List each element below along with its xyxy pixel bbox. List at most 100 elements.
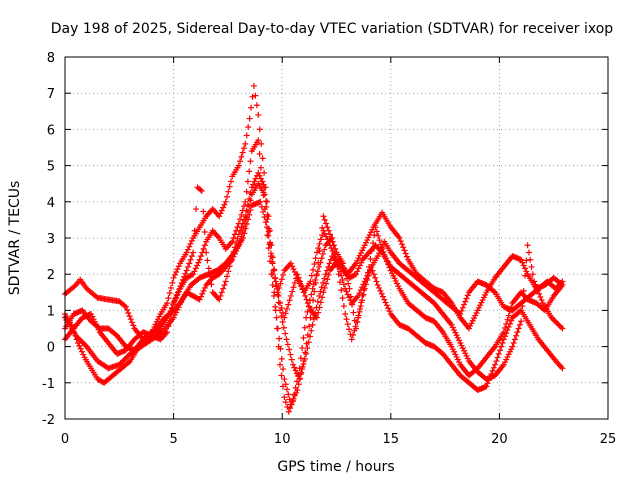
data-point — [256, 172, 263, 179]
data-point — [292, 384, 299, 391]
data-point — [339, 276, 346, 283]
tick-labels-layer: 0 5 10 15 20 25 -2 -1 0 1 2 3 4 5 6 7 8 — [42, 51, 616, 447]
data-point — [216, 296, 223, 303]
data-point — [286, 346, 293, 353]
data-point — [299, 345, 306, 352]
data-point — [263, 224, 270, 231]
data-point — [364, 272, 371, 279]
data-point — [335, 263, 342, 270]
data-point — [401, 247, 408, 254]
data-point — [282, 399, 289, 406]
data-point — [186, 260, 193, 267]
data-point — [248, 184, 255, 191]
data-point — [529, 271, 536, 278]
data-point — [297, 280, 304, 287]
data-point — [553, 320, 560, 327]
data-point — [121, 356, 128, 363]
data-point — [324, 276, 331, 283]
data-point — [361, 278, 368, 285]
data-point — [173, 269, 180, 276]
data-point — [318, 284, 325, 291]
data-point — [277, 361, 284, 368]
data-point — [373, 278, 380, 285]
data-point — [265, 232, 272, 239]
data-point — [296, 376, 303, 383]
data-point — [264, 232, 271, 239]
data-point — [378, 244, 385, 251]
data-point — [156, 326, 163, 333]
data-point — [376, 250, 383, 257]
data-point — [357, 287, 364, 294]
data-point — [326, 242, 333, 249]
data-point — [243, 132, 250, 139]
series-trace-4 — [62, 169, 566, 383]
data-point — [536, 290, 543, 297]
data-point — [525, 249, 532, 256]
data-point — [317, 288, 324, 295]
data-point — [316, 292, 323, 299]
data-point — [307, 278, 314, 285]
data-point — [373, 228, 380, 235]
data-point — [261, 184, 268, 191]
data-point — [261, 191, 268, 198]
data-point — [304, 345, 311, 352]
data-point — [117, 360, 124, 367]
data-point — [297, 371, 304, 378]
data-point — [129, 319, 136, 326]
data-point — [278, 313, 285, 320]
data-point — [355, 292, 362, 299]
data-point — [127, 316, 134, 323]
data-point — [555, 321, 562, 328]
data-point — [194, 262, 201, 269]
data-point — [506, 320, 513, 327]
data-point — [122, 303, 129, 310]
data-point — [462, 298, 469, 305]
data-point — [359, 297, 366, 304]
data-point — [556, 322, 563, 329]
data-point — [79, 339, 86, 346]
data-point — [400, 244, 407, 251]
data-point — [164, 300, 171, 307]
data-point — [320, 250, 327, 257]
data-point — [126, 313, 133, 320]
data-point — [356, 308, 363, 315]
data-point — [360, 281, 367, 288]
data-point — [191, 268, 198, 275]
data-point — [222, 278, 229, 285]
x-axis-title: GPS time / hours — [277, 459, 394, 475]
data-point — [242, 198, 249, 205]
data-point — [347, 331, 354, 338]
data-point — [277, 307, 284, 314]
data-point — [276, 335, 283, 342]
data-point — [244, 201, 251, 208]
data-point — [187, 240, 194, 247]
y-tick-label: 7 — [47, 87, 55, 102]
x-tick-label: 15 — [383, 432, 400, 447]
y-tick-label: 3 — [47, 232, 55, 247]
data-point — [225, 188, 232, 195]
data-point — [246, 195, 253, 202]
data-point — [167, 284, 174, 291]
data-point — [338, 287, 345, 294]
data-point — [300, 334, 307, 341]
data-point — [279, 318, 286, 325]
x-tick-label: 25 — [600, 432, 617, 447]
data-point — [168, 304, 175, 311]
data-point — [165, 295, 172, 302]
data-point — [158, 330, 165, 337]
data-point — [243, 188, 250, 195]
data-point — [124, 306, 131, 313]
data-point — [509, 343, 516, 350]
data-point — [290, 397, 297, 404]
data-point — [258, 140, 265, 147]
data-point — [174, 266, 181, 273]
data-point — [549, 315, 556, 322]
data-point — [234, 235, 241, 242]
data-point — [263, 198, 270, 205]
data-point — [338, 272, 345, 279]
data-point — [245, 216, 252, 223]
data-point — [350, 309, 357, 316]
data-point — [259, 155, 266, 162]
data-point — [280, 366, 287, 373]
grid-layer — [65, 57, 608, 419]
